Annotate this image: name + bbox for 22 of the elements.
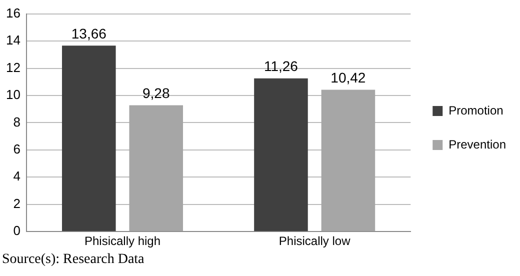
y-tick-label: 10 [6,87,20,102]
y-tick-label: 16 [6,5,20,20]
y-tick-label: 0 [13,223,20,238]
y-tick-label: 8 [13,114,20,130]
data-label: 11,26 [264,58,298,74]
y-tick-label: 4 [13,168,20,184]
legend-label: Prevention [448,137,506,152]
y-tick-label: 14 [6,32,20,48]
data-label: 13,66 [71,26,107,42]
y-tick-label: 6 [13,142,20,157]
bar [321,90,376,232]
data-label: 9,28 [142,85,170,102]
y-tick-label: 12 [6,60,20,75]
bar [129,105,184,232]
source-note: Source(s): Research Data [2,252,146,268]
y-tick-label: 2 [13,196,20,211]
legend-label: Promotion [448,103,504,118]
bar [62,46,116,232]
data-label: 10,42 [330,70,366,86]
bar [254,78,308,232]
x-tick-label: Phisically low [278,234,351,248]
x-tick-label: Phisically high [84,234,161,248]
